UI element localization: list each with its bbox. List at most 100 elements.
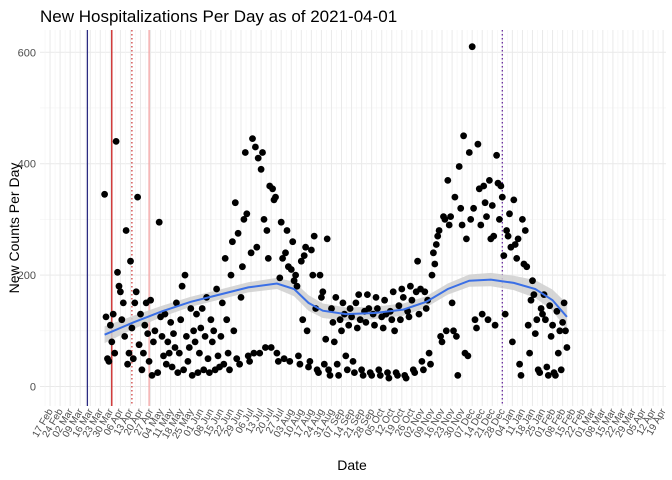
- data-point: [399, 294, 407, 301]
- data-point: [181, 271, 189, 279]
- data-point: [295, 352, 302, 360]
- data-point: [262, 344, 269, 351]
- data-point: [352, 299, 360, 307]
- data-point: [277, 218, 285, 226]
- data-point: [501, 310, 509, 318]
- data-point: [210, 327, 218, 335]
- data-point: [154, 369, 162, 376]
- data-point: [470, 204, 477, 212]
- data-point: [127, 257, 134, 265]
- data-point: [448, 299, 456, 307]
- data-point: [481, 199, 489, 207]
- data-point: [220, 360, 228, 368]
- data-point: [435, 227, 443, 234]
- data-point: [542, 316, 549, 324]
- data-point: [147, 296, 155, 304]
- data-point: [247, 249, 255, 257]
- data-point: [510, 196, 518, 204]
- data-point: [562, 327, 569, 335]
- data-point: [371, 321, 378, 329]
- data-point: [283, 227, 291, 234]
- data-point: [310, 232, 318, 240]
- data-point: [200, 366, 208, 374]
- data-point: [458, 221, 466, 229]
- data-point: [513, 255, 521, 262]
- data-point: [323, 235, 331, 243]
- data-point: [325, 366, 332, 374]
- data-point: [526, 349, 533, 357]
- data-point: [254, 154, 262, 162]
- data-point: [437, 333, 444, 340]
- data-point: [214, 352, 222, 360]
- data-point: [477, 221, 485, 229]
- gridlines: [40, 30, 666, 406]
- data-point: [379, 324, 387, 332]
- data-point: [124, 360, 131, 368]
- data-point: [177, 316, 185, 324]
- data-point: [204, 355, 212, 363]
- data-point: [168, 363, 176, 371]
- data-point: [543, 363, 551, 371]
- data-point: [286, 358, 294, 365]
- data-point: [351, 369, 358, 376]
- data-point: [183, 333, 190, 340]
- data-point: [224, 349, 232, 357]
- data-point: [105, 358, 113, 365]
- data-point: [355, 291, 363, 298]
- data-point: [241, 149, 249, 156]
- y-tick-label: 0: [30, 382, 36, 394]
- data-point: [414, 257, 421, 265]
- data-point: [483, 213, 490, 221]
- confidence-band: [104, 272, 567, 344]
- data-point: [500, 252, 508, 259]
- data-point: [158, 333, 166, 340]
- data-point: [394, 372, 401, 379]
- data-point: [221, 255, 229, 262]
- data-point: [563, 344, 571, 351]
- data-point: [457, 204, 465, 212]
- data-point: [523, 263, 531, 271]
- data-point: [491, 321, 499, 329]
- data-point: [108, 338, 116, 346]
- data-point: [194, 369, 202, 376]
- data-point: [415, 310, 423, 318]
- data-point: [547, 333, 555, 340]
- data-point: [389, 288, 397, 296]
- data-point: [185, 344, 193, 351]
- data-point: [493, 151, 500, 159]
- data-point: [170, 330, 177, 337]
- data-point: [444, 177, 452, 184]
- data-point: [230, 327, 238, 335]
- data-point: [164, 338, 172, 346]
- data-point: [117, 288, 124, 296]
- data-point: [297, 257, 305, 265]
- data-point: [342, 352, 350, 360]
- data-point: [165, 349, 173, 357]
- data-point: [364, 291, 371, 298]
- data-point: [135, 341, 143, 349]
- data-point: [102, 313, 110, 321]
- data-point: [196, 349, 203, 357]
- data-point: [274, 358, 282, 365]
- data-point: [236, 360, 244, 368]
- data-point: [517, 372, 525, 379]
- data-point: [316, 271, 324, 279]
- data-point: [474, 140, 482, 148]
- data-point: [488, 202, 496, 209]
- data-point: [464, 352, 472, 360]
- data-point: [217, 333, 225, 340]
- data-point: [362, 319, 370, 326]
- data-point: [559, 319, 566, 326]
- data-point: [174, 369, 182, 376]
- data-point: [395, 302, 403, 310]
- data-point: [514, 235, 522, 243]
- data-point: [289, 238, 297, 246]
- data-point: [506, 210, 513, 218]
- data-point: [162, 360, 170, 368]
- data-point: [269, 185, 276, 193]
- data-point: [148, 372, 156, 379]
- data-point: [131, 299, 139, 307]
- data-point: [252, 143, 259, 151]
- data-point: [296, 360, 304, 368]
- data-point: [455, 163, 463, 170]
